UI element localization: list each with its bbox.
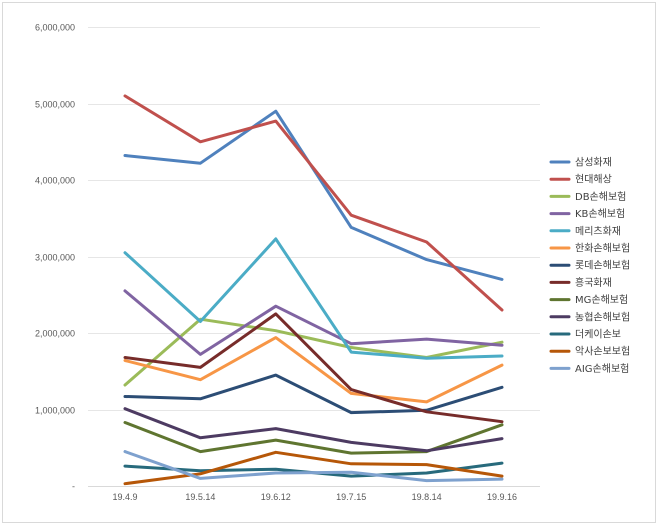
- y-tick-label: 1,000,000: [35, 406, 75, 416]
- series-line-8: [123, 312, 504, 424]
- series-line-13: [123, 450, 504, 483]
- legend-item: 악사손보보험: [549, 346, 630, 358]
- series-line-5: [123, 237, 504, 360]
- legend-label: 농협손해보험: [575, 310, 630, 323]
- legend-item: 롯데손해보험: [549, 259, 630, 272]
- x-tick-label: 19.8.14: [412, 492, 442, 502]
- y-axis-ticks: - 1,000,000 2,000,000 3,000,000 4,000,000 5,0…: [35, 23, 75, 492]
- x-tick-label: 19.5.14: [185, 492, 215, 502]
- legend-label: AIG손해보험: [575, 362, 629, 375]
- legend-item: 흥국화재: [549, 276, 612, 289]
- chart-frame: [2, 2, 656, 523]
- gridlines: [88, 27, 540, 487]
- legend-item: 한화손해보험: [549, 242, 630, 255]
- legend-item: 삼성화재: [549, 157, 612, 169]
- x-tick-label: 19.9.16: [487, 492, 517, 502]
- legend-item: KB손해보험: [549, 207, 625, 220]
- series-line-4: [123, 289, 504, 356]
- legend-item: MG손해보험: [549, 293, 628, 306]
- legend-label: 악사손보보험: [575, 346, 630, 358]
- series-line-7: [123, 373, 504, 415]
- series-line-1: [123, 109, 504, 281]
- legend-label: 한화손해보험: [575, 242, 630, 255]
- legend-item: DB손해보험: [549, 190, 626, 203]
- legend-item: AIG손해보험: [549, 362, 629, 375]
- series-line-3: [123, 317, 504, 387]
- y-tick-label: -: [72, 482, 75, 492]
- legend-label: 현대해상: [575, 173, 612, 186]
- legend-item: 현대해상: [549, 173, 612, 186]
- series-line-11: [123, 461, 504, 478]
- series-line-10: [123, 407, 504, 453]
- series-line-6: [123, 336, 504, 404]
- x-tick-label: 19.7.15: [336, 492, 366, 502]
- x-tick-label: 19.6.12: [261, 492, 291, 502]
- series-line-2: [123, 94, 504, 312]
- legend-label: 흥국화재: [575, 276, 612, 289]
- y-tick-label: 3,000,000: [35, 253, 75, 263]
- series-line-9: [123, 421, 504, 455]
- x-axis-ticks: 19.4.9 19.5.14 19.6.12 19.7.15 19.8.14 19.9.1…: [112, 492, 517, 502]
- legend-item: 더케이손보: [549, 329, 621, 341]
- legend-label: DB손해보험: [575, 190, 626, 203]
- series-lines: [123, 94, 504, 486]
- legend-label: 롯데손해보험: [575, 259, 630, 272]
- y-tick-label: 2,000,000: [35, 329, 75, 339]
- x-tick-label: 19.4.9: [112, 492, 137, 502]
- legend-label: KB손해보험: [575, 207, 625, 220]
- legend-label: 더케이손보: [575, 329, 621, 341]
- legend-item: 농협손해보험: [549, 310, 630, 323]
- y-tick-label: 5,000,000: [35, 100, 75, 110]
- y-tick-label: 6,000,000: [35, 23, 75, 33]
- legend-item: 메리츠화재: [549, 225, 621, 237]
- legend-label: MG손해보험: [575, 293, 628, 306]
- y-tick-label: 4,000,000: [35, 176, 75, 186]
- legend-label: 삼성화재: [575, 157, 612, 169]
- legend-label: 메리츠화재: [575, 225, 621, 237]
